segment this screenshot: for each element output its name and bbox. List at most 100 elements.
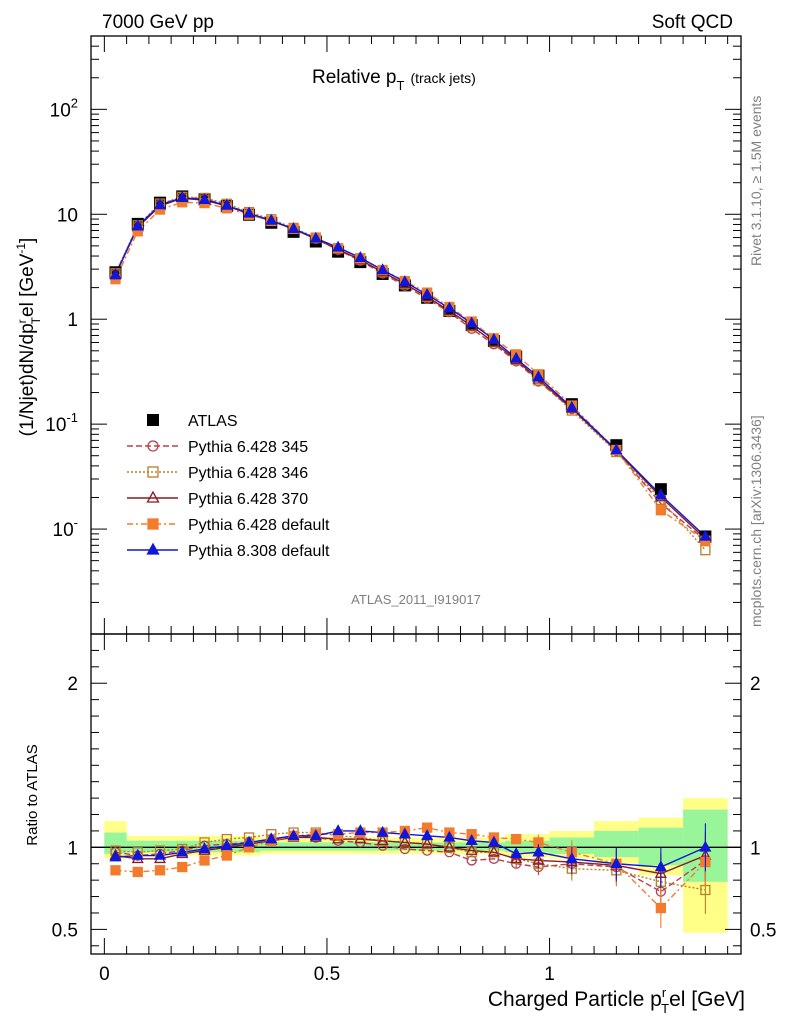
ratio-point	[132, 866, 143, 878]
series-point	[220, 198, 233, 210]
x-tick-label: 0	[99, 964, 110, 985]
series-point	[309, 231, 322, 243]
ratio-point	[398, 827, 411, 839]
ratio-point	[376, 834, 389, 846]
band-stat	[104, 832, 127, 854]
ratio-point	[221, 850, 232, 861]
legend-marker	[147, 440, 159, 452]
ratio-point	[532, 845, 545, 857]
y-tick-label: 10-1	[45, 410, 78, 436]
ratio-point	[354, 832, 367, 844]
x-axis-title-tail: el [GeV]	[669, 988, 745, 1011]
series-point	[610, 443, 623, 455]
series-point	[700, 545, 711, 556]
x-tick-label: 1	[544, 964, 555, 985]
ratio-point	[332, 824, 345, 836]
x-axis-title-sup: r	[662, 985, 667, 1000]
series-point	[131, 219, 144, 231]
legend-marker-atlas	[147, 414, 159, 426]
legend: ATLAS Pythia 6.428 345 Pythia 6.428 346 Pyt…	[127, 413, 330, 560]
ratio-point	[265, 832, 278, 844]
ratio-point	[399, 843, 411, 855]
ratio-point	[287, 829, 300, 841]
y-axis-title-top-exp: -1	[14, 243, 28, 254]
legend-marker	[147, 518, 159, 530]
legend-marker	[146, 542, 160, 555]
energy-label: 7000 GeV pp	[102, 12, 214, 33]
y-tick-label: 1	[67, 310, 78, 331]
series-point	[242, 206, 256, 218]
ratio-point	[443, 830, 456, 842]
analysis-label: ATLAS_2011_I919017	[351, 592, 481, 607]
legend-marker	[147, 466, 159, 478]
series-point	[354, 251, 367, 263]
ratio-point	[487, 835, 500, 847]
band-stat	[505, 840, 550, 853]
series-point	[655, 505, 667, 516]
series-point	[265, 213, 278, 225]
y-tick-label-exp: 2	[71, 95, 78, 110]
series-line	[114, 201, 706, 542]
series-point	[332, 240, 345, 252]
legend-label: Pythia 6.428 345	[188, 439, 308, 456]
ratio-point	[421, 845, 433, 856]
y-axis-title-top: (1/Njet)dN/dprTel [GeV-1]	[14, 238, 43, 437]
ratio-point	[131, 848, 144, 860]
ratio-point	[154, 865, 166, 876]
ratio-point	[421, 837, 434, 849]
ratio-point	[177, 861, 188, 873]
y-tick-label-exp: -1	[66, 410, 78, 425]
legend-label: Pythia 6.428 346	[188, 465, 308, 482]
main-series-markers	[109, 190, 712, 556]
series-point	[487, 332, 500, 344]
series-point	[532, 370, 545, 382]
ratio-panel-frame	[90, 633, 742, 955]
ratio-point	[309, 829, 322, 841]
ratio-point	[565, 852, 578, 864]
y-tick-label: 102	[50, 95, 78, 121]
series-point	[153, 198, 167, 210]
ratio-point	[421, 829, 434, 841]
y-axis-title-top-sup: r	[15, 319, 29, 323]
ratio-point	[110, 865, 121, 876]
y-axis-title-top-tail: el [GeV	[17, 253, 38, 317]
y-tick-label: 10	[57, 205, 78, 226]
panel-title: Relative pT (track jets)	[312, 67, 476, 93]
series-point	[376, 263, 389, 275]
ratio-point	[199, 855, 210, 866]
ratio-point	[109, 850, 122, 862]
legend-label-atlas: ATLAS	[188, 413, 238, 430]
series-point	[109, 268, 122, 280]
ratio-point	[655, 902, 667, 914]
ratio-point	[466, 855, 477, 866]
series-point	[443, 301, 456, 313]
ratio-point	[242, 835, 256, 847]
series-point	[654, 488, 667, 500]
series-point	[398, 275, 411, 287]
y-tick-label-base: 10	[50, 100, 71, 121]
y-tick-label-right: 0.5	[750, 920, 776, 941]
x-axis-title: Charged Particle pr Tel [GeV]	[488, 985, 745, 1016]
legend-marker	[146, 490, 160, 503]
y-axis-title-top-sub: T	[29, 316, 43, 324]
ratio-point	[511, 833, 522, 845]
series-point	[565, 400, 578, 412]
y-tick-label-right: 2	[750, 674, 761, 695]
ratio-point	[532, 853, 545, 865]
y-axis-title-top-close: ]	[17, 238, 38, 243]
series-line	[114, 197, 706, 540]
ratio-point	[699, 840, 712, 852]
y-axis-title-bottom: Ratio to ATLAS	[24, 744, 41, 845]
ratio-point	[153, 848, 167, 860]
ratio-point	[488, 853, 500, 864]
ratio-point	[465, 843, 478, 855]
series-point	[421, 287, 434, 299]
ratio-panel: 0 0.5 1 0.5 0.5 1 1 2 2	[52, 633, 776, 985]
rivet-label: Rivet 3.1.10, ≥ 1.5M events	[748, 96, 764, 266]
ratio-point	[176, 845, 189, 857]
legend-label: Pythia 8.308 default	[188, 543, 330, 560]
y-tick-label: 1	[67, 838, 78, 859]
